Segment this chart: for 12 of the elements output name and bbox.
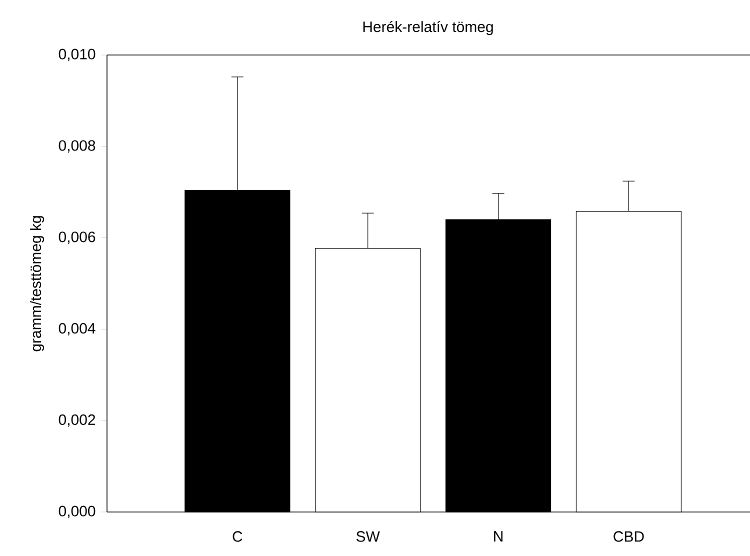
x-tick-label: C — [232, 531, 242, 542]
y-tick-label: 0,008 — [58, 140, 96, 153]
x-tick-label: SW — [356, 531, 380, 542]
y-tick-label: 0,004 — [58, 322, 96, 336]
chart-title: Herék-relatív tömeg — [363, 20, 493, 36]
y-tick-label: 0,002 — [58, 414, 96, 427]
x-tick-label: N — [494, 531, 502, 542]
y-tick-label: 0,000 — [58, 506, 96, 518]
y-tick-label: 0,010 — [58, 48, 96, 62]
y-axis-title: gramm/testtömeg kg — [30, 216, 44, 352]
x-tick-label: CBD — [614, 531, 644, 542]
y-tick-label: 0,006 — [58, 232, 96, 244]
